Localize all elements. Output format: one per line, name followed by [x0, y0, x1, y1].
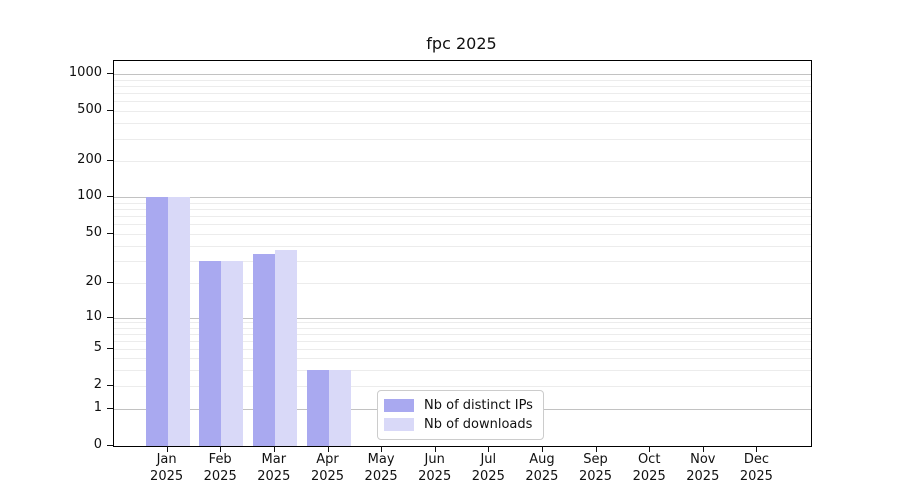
legend-item: Nb of downloads	[384, 415, 533, 434]
y-axis-tick-mark	[107, 385, 113, 386]
y-axis-tick-label: 200	[77, 152, 102, 167]
y-axis-tick-label: 1	[93, 400, 102, 415]
gridline-minor	[114, 161, 811, 162]
y-axis-tick-mark	[107, 316, 113, 318]
y-axis-tick-mark	[107, 160, 113, 161]
gridline-minor	[114, 245, 811, 247]
y-axis-tick-mark	[107, 281, 113, 283]
x-axis-tick-mark	[595, 446, 597, 452]
x-axis-tick-label: Oct 2025	[632, 452, 666, 484]
gridline-minor	[114, 349, 811, 350]
gridline-minor	[114, 358, 811, 359]
bar-feb-series1	[221, 261, 244, 446]
legend-label: Nb of downloads	[424, 417, 533, 432]
x-axis-tick-mark	[434, 446, 436, 452]
x-axis-tick-label: Nov 2025	[686, 452, 720, 484]
x-axis-tick-label: Jan 2025	[150, 452, 184, 484]
legend-item: Nb of distinct IPs	[384, 396, 533, 415]
x-axis-tick-mark	[166, 446, 168, 452]
y-axis-tick-mark	[107, 348, 113, 349]
x-axis-tick-label: Sep 2025	[578, 452, 613, 484]
x-axis-tick-mark	[220, 446, 222, 452]
bar-jan-series1	[167, 197, 190, 446]
gridline-major	[114, 197, 811, 198]
x-axis-tick-mark	[702, 446, 704, 452]
x-axis-tick-mark	[381, 446, 383, 452]
x-axis-tick-mark	[649, 446, 651, 452]
gridline-minor	[114, 224, 811, 226]
gridline-minor	[114, 327, 811, 329]
gridline-minor	[114, 93, 811, 94]
gridline-minor	[114, 79, 811, 81]
gridline-minor	[114, 234, 811, 235]
gridline-minor	[114, 138, 811, 140]
y-axis-tick-mark	[107, 73, 113, 74]
y-axis-tick-label: 2	[93, 377, 102, 392]
gridline-major	[114, 317, 811, 319]
gridline-minor	[114, 282, 811, 284]
gridline-minor	[114, 340, 811, 342]
gridline-minor	[114, 208, 811, 210]
y-axis-tick-label: 20	[85, 273, 102, 289]
gridline-minor	[114, 111, 811, 112]
gridline-minor	[114, 123, 811, 125]
x-axis-tick-mark	[488, 446, 490, 452]
bar-feb-series0	[199, 261, 222, 446]
y-axis-tick-label: 1000	[68, 65, 102, 80]
bar-apr-series1	[328, 369, 351, 446]
x-axis-tick-label: Dec 2025	[739, 452, 773, 484]
x-axis-tick-label: Feb 2025	[203, 452, 237, 484]
x-axis-tick-mark	[541, 446, 543, 452]
y-axis-tick-mark	[107, 233, 113, 234]
gridline-minor	[114, 216, 811, 217]
gridline-minor	[114, 333, 811, 335]
gridline-minor	[114, 322, 811, 324]
y-axis-tick-label: 50	[85, 225, 102, 240]
gridline-minor	[114, 85, 811, 87]
y-axis-tick-mark	[107, 445, 113, 446]
x-axis-tick-label: Apr 2025	[310, 452, 345, 484]
gridline-minor	[114, 386, 811, 387]
bar-mar-series0	[252, 254, 275, 446]
legend-swatch-downloads	[384, 418, 414, 431]
x-axis-tick-label: Jun 2025	[418, 452, 452, 484]
gridline-major	[114, 74, 811, 75]
gridline-minor	[114, 261, 811, 262]
x-axis-tick-mark	[273, 446, 275, 452]
y-axis-tick-label: 10	[85, 308, 102, 324]
plot-area	[113, 60, 812, 447]
x-axis-tick-mark	[756, 446, 758, 452]
x-axis-tick-label: May 2025	[364, 452, 398, 484]
gridline-minor	[114, 202, 811, 204]
x-axis-tick-label: Aug 2025	[525, 452, 559, 484]
legend-swatch-distinct-ips	[384, 399, 414, 412]
y-axis-tick-label: 100	[77, 188, 102, 203]
x-axis-tick-label: Jul 2025	[471, 452, 505, 484]
bar-apr-series0	[306, 369, 329, 446]
y-axis-tick-mark	[107, 196, 113, 197]
legend-label: Nb of distinct IPs	[424, 398, 533, 413]
y-axis-tick-mark	[107, 408, 113, 409]
legend: Nb of distinct IPs Nb of downloads	[377, 390, 544, 440]
bar-mar-series1	[274, 249, 297, 446]
x-axis-tick-label: Mar 2025	[257, 452, 291, 484]
gridline-minor	[114, 101, 811, 103]
y-axis-tick-label: 500	[77, 102, 102, 117]
chart-title: fpc 2025	[426, 34, 497, 53]
gridline-minor	[114, 369, 811, 371]
y-axis-tick-mark	[107, 110, 113, 111]
bar-jan-series0	[145, 197, 168, 446]
x-axis-tick-mark	[327, 446, 329, 452]
y-axis-tick-label: 5	[93, 340, 102, 355]
y-axis-tick-label: 0	[93, 437, 102, 452]
